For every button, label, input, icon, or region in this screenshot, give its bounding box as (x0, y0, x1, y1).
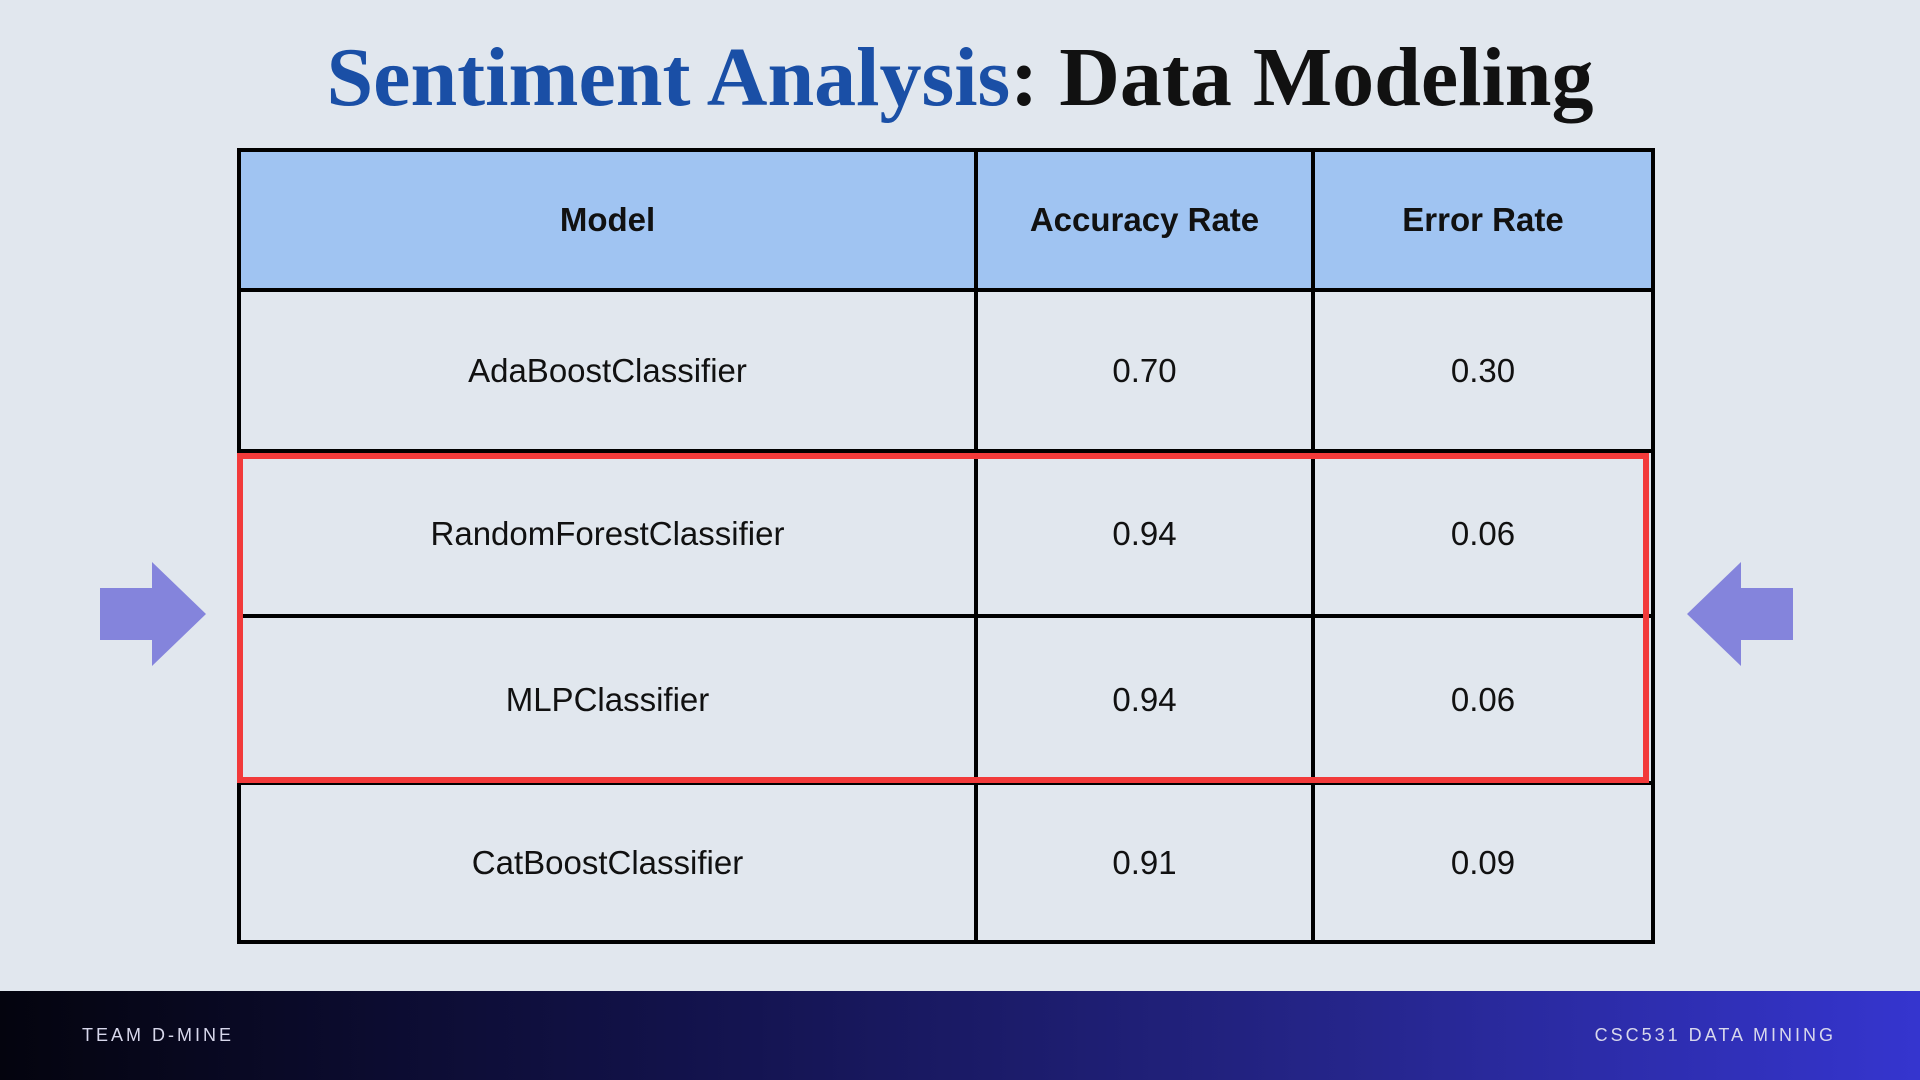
table-header-row: Model Accuracy Rate Error Rate (237, 148, 1655, 292)
arrow-right-icon (100, 562, 206, 666)
error-cell: 0.09 (1311, 781, 1655, 944)
accuracy-cell: 0.70 (974, 288, 1315, 453)
model-cell: RandomForestClassifier (237, 449, 978, 618)
slide-title: Sentiment Analysis: Data Modeling (0, 28, 1920, 128)
model-cell: AdaBoostClassifier (237, 288, 978, 453)
table-row: RandomForestClassifier 0.94 0.06 (237, 449, 1655, 618)
header-model: Model (237, 148, 978, 292)
model-cell: MLPClassifier (237, 614, 978, 785)
accuracy-cell: 0.94 (974, 449, 1315, 618)
footer-course-label: CSC531 DATA MINING (1594, 1025, 1836, 1045)
arrow-left-icon (1687, 562, 1793, 666)
accuracy-cell: 0.94 (974, 614, 1315, 785)
table-row: AdaBoostClassifier 0.70 0.30 (237, 288, 1655, 453)
footer-team-label: TEAM D-MINE (82, 1025, 234, 1045)
error-cell: 0.30 (1311, 288, 1655, 453)
error-cell: 0.06 (1311, 614, 1655, 785)
slide-title-accent: Sentiment Analysis (326, 31, 1011, 124)
table-row: CatBoostClassifier 0.91 0.09 (237, 781, 1655, 944)
slide-title-rest: : Data Modeling (1010, 31, 1594, 124)
header-error-rate: Error Rate (1311, 148, 1655, 292)
error-cell: 0.06 (1311, 449, 1655, 618)
table-row: MLPClassifier 0.94 0.06 (237, 614, 1655, 785)
model-cell: CatBoostClassifier (237, 781, 978, 944)
results-table: Model Accuracy Rate Error Rate AdaBoostC… (237, 148, 1655, 944)
accuracy-cell: 0.91 (974, 781, 1315, 944)
header-accuracy-rate: Accuracy Rate (974, 148, 1315, 292)
footer-bar: TEAM D-MINE CSC531 DATA MINING (0, 991, 1920, 1080)
